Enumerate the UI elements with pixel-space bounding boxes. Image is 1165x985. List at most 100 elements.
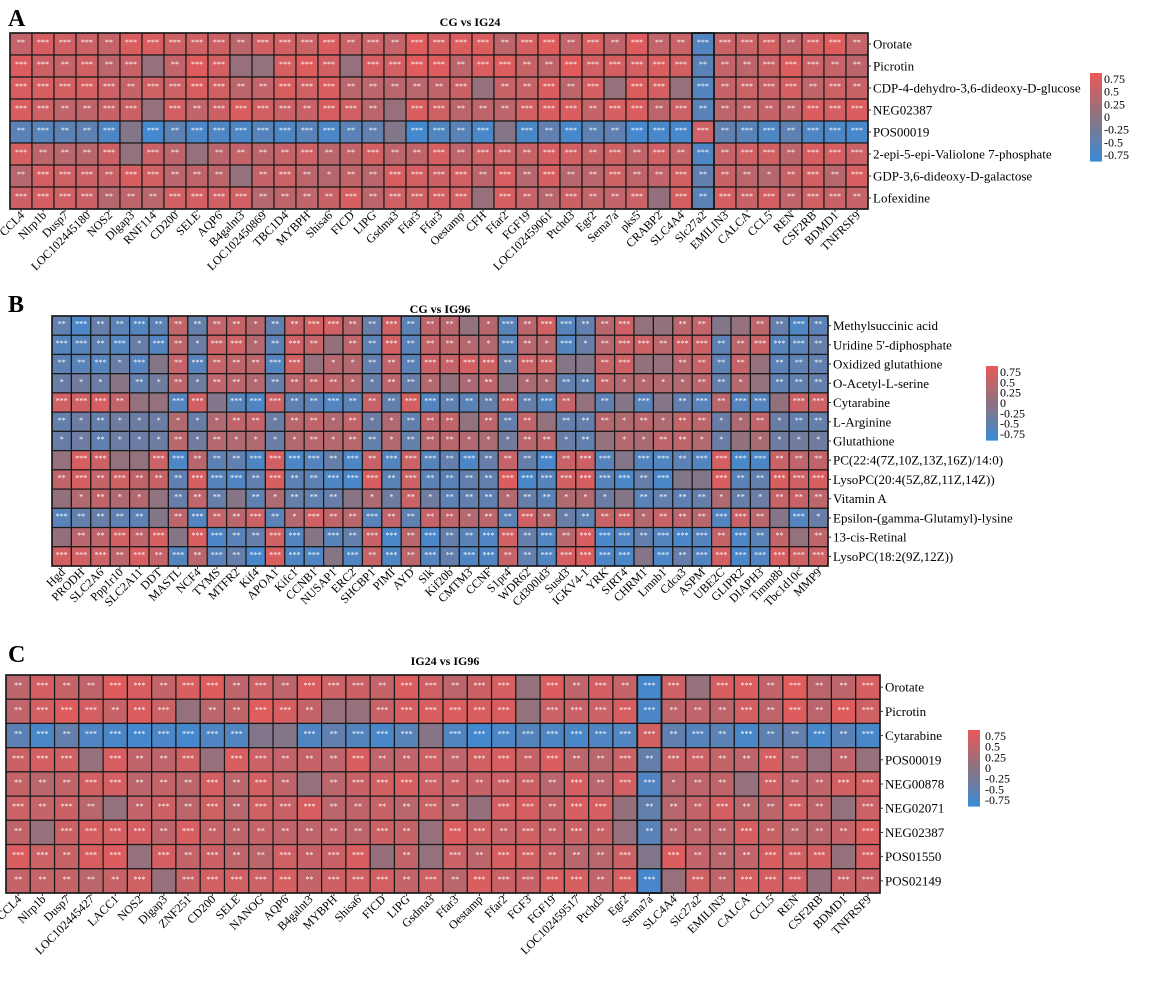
significance-mark: **: [698, 358, 706, 367]
significance-mark: *: [176, 416, 180, 425]
significance-mark: **: [446, 531, 454, 540]
significance-mark: *: [273, 493, 277, 502]
significance-mark: **: [548, 851, 556, 860]
significance-mark: *: [60, 435, 64, 444]
significance-mark: ***: [279, 38, 291, 47]
significance-mark: **: [160, 681, 168, 690]
significance-mark: **: [368, 454, 376, 463]
significance-mark: **: [136, 778, 144, 787]
significance-mark: **: [446, 397, 454, 406]
significance-mark: ***: [433, 60, 445, 69]
significance-mark: ***: [366, 531, 378, 540]
significance-mark: ***: [230, 339, 242, 348]
significance-mark: ***: [103, 104, 115, 113]
significance-mark: ***: [560, 339, 572, 348]
heatmap-cell: [749, 353, 771, 375]
significance-mark: **: [756, 512, 764, 521]
significance-mark: ***: [308, 550, 320, 559]
significance-mark: **: [281, 681, 289, 690]
significance-mark: ***: [675, 192, 687, 201]
significance-mark: **: [573, 851, 581, 860]
significance-mark: **: [252, 493, 260, 502]
significance-mark: ***: [279, 104, 291, 113]
significance-mark: ***: [411, 60, 423, 69]
heatmap-cell: [652, 392, 674, 413]
colorbar-tick-label: -0.75: [1000, 427, 1025, 441]
significance-mark: ***: [477, 126, 489, 135]
significance-mark: **: [349, 397, 357, 406]
significance-mark: ***: [851, 104, 863, 113]
significance-mark: **: [457, 148, 465, 157]
significance-mark: **: [457, 126, 465, 135]
significance-mark: **: [97, 473, 105, 482]
significance-mark: ***: [571, 875, 583, 884]
heatmap-cell: [229, 54, 253, 78]
significance-mark: ***: [213, 38, 225, 47]
significance-mark: **: [446, 512, 454, 521]
heatmap-cell: [303, 526, 325, 548]
significance-mark: ***: [741, 38, 753, 47]
heatmap-cell: [439, 373, 460, 394]
significance-mark: ***: [580, 550, 592, 559]
significance-mark: **: [721, 82, 729, 91]
significance-mark: **: [737, 339, 745, 348]
significance-mark: ***: [638, 339, 650, 348]
colorbar-segment: [1090, 143, 1102, 147]
significance-mark: ***: [257, 38, 269, 47]
panel-a-letter: A: [8, 6, 26, 32]
significance-mark: ***: [522, 778, 534, 787]
significance-mark: ***: [231, 754, 243, 763]
significance-mark: ***: [376, 730, 388, 739]
significance-mark: **: [291, 397, 299, 406]
significance-mark: *: [196, 377, 200, 386]
significance-mark: ***: [619, 778, 631, 787]
significance-mark: ***: [862, 851, 874, 860]
significance-mark: ***: [793, 397, 805, 406]
significance-mark: **: [465, 531, 473, 540]
significance-mark: **: [718, 730, 726, 739]
significance-mark: ***: [862, 826, 874, 835]
heatmap-cell: [226, 488, 247, 509]
significance-mark: ***: [386, 454, 398, 463]
significance-mark: ***: [774, 339, 786, 348]
heatmap-cell: [345, 698, 371, 725]
x-tick-label: CFH: [463, 208, 490, 235]
significance-mark: ***: [763, 60, 775, 69]
heatmap-cell: [633, 315, 654, 336]
significance-mark: *: [642, 435, 646, 444]
significance-mark: ***: [75, 397, 87, 406]
significance-mark: ***: [774, 473, 786, 482]
colorbar-segment: [1090, 111, 1102, 115]
significance-mark: ***: [169, 104, 181, 113]
significance-mark: **: [694, 705, 702, 714]
significance-mark: **: [155, 550, 163, 559]
significance-mark: ***: [675, 104, 687, 113]
significance-mark: ***: [301, 126, 313, 135]
significance-mark: **: [523, 192, 531, 201]
significance-mark: **: [111, 875, 119, 884]
significance-mark: **: [485, 397, 493, 406]
significance-mark: **: [208, 826, 216, 835]
colorbar-segment: [1090, 155, 1102, 159]
significance-mark: ***: [211, 339, 223, 348]
significance-mark: **: [87, 875, 95, 884]
y-tick-label: POS02149: [885, 873, 941, 888]
significance-mark: **: [233, 681, 241, 690]
significance-mark: **: [305, 754, 313, 763]
significance-mark: **: [368, 358, 376, 367]
significance-mark: ***: [560, 473, 572, 482]
significance-mark: ***: [813, 730, 825, 739]
significance-mark: ***: [147, 148, 159, 157]
significance-mark: ***: [807, 126, 819, 135]
significance-mark: ***: [134, 826, 146, 835]
significance-mark: **: [446, 339, 454, 348]
significance-mark: **: [815, 826, 823, 835]
colorbar-segment: [1090, 78, 1102, 83]
significance-mark: **: [14, 730, 22, 739]
significance-mark: ***: [352, 681, 364, 690]
y-tick-label: Vitamin A: [833, 491, 887, 506]
significance-mark: **: [791, 754, 799, 763]
significance-mark: ***: [862, 705, 874, 714]
colorbar-segment: [1090, 93, 1102, 98]
significance-mark: *: [79, 377, 83, 386]
